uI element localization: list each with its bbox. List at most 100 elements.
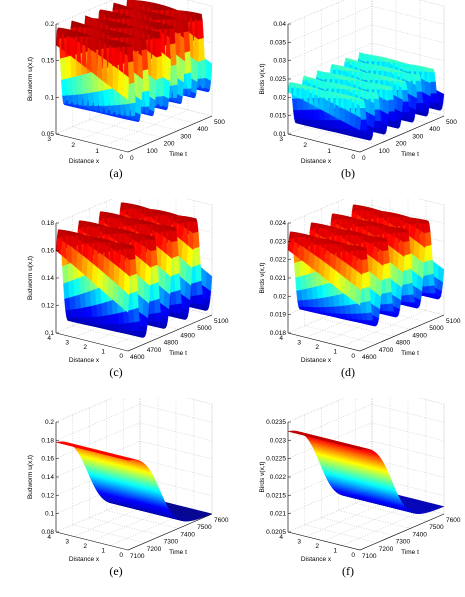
t-tick-label: 4600 xyxy=(362,354,377,361)
chart-panel: 0.2 0.18 0.16 0.14 0.12 0.1 0.08 7100 7200 7300 74… xyxy=(0,398,232,597)
surface-patch xyxy=(205,271,213,292)
surface-plot: 0.0240.0230.0220.0210.020.0190.018460047… xyxy=(259,199,461,364)
surface-patch xyxy=(143,90,151,108)
surface-patch xyxy=(401,90,409,102)
surface-patch xyxy=(400,81,408,91)
surface-patch xyxy=(192,58,199,83)
z-gridline xyxy=(55,440,213,478)
t-tick-label: 5000 xyxy=(429,325,444,332)
z-gridline xyxy=(55,199,213,224)
surface-patch xyxy=(149,239,157,252)
t-tick-label: 4600 xyxy=(130,354,145,361)
surface-patch xyxy=(140,38,148,51)
t-axis-label: Time t xyxy=(401,151,419,158)
x-gridline xyxy=(55,0,141,135)
x-gridline xyxy=(305,199,391,338)
x-axis-label: Distance x xyxy=(301,158,332,165)
z-gridline xyxy=(55,422,213,459)
surface-patch xyxy=(155,38,162,58)
surface-patch xyxy=(174,273,181,292)
x-tick-label: 1 xyxy=(101,349,105,356)
surface-patch xyxy=(359,108,367,120)
t-tick-label: 200 xyxy=(164,141,175,148)
t-tick-label: 300 xyxy=(412,133,423,140)
floor-axis-line xyxy=(55,314,213,352)
z-tick-label: 0.18 xyxy=(41,220,54,227)
x-tick-label: 3 xyxy=(297,340,301,347)
t-tick-label: 4900 xyxy=(412,332,427,339)
surface-plot: 0.20.150.10.0501002003004005003210Budwor… xyxy=(27,0,225,165)
surface-patch xyxy=(183,31,191,53)
surface-patch xyxy=(130,258,137,277)
surface-patch xyxy=(157,77,164,97)
surface-patch xyxy=(383,250,390,265)
t-gridline xyxy=(371,0,445,117)
surface-patch xyxy=(405,253,412,271)
x-tick-label: 0 xyxy=(119,154,123,161)
z-tick-label: 0.018 xyxy=(270,330,287,337)
surface-patch xyxy=(128,248,136,261)
t-tick-label: 500 xyxy=(446,119,457,126)
surface-patch xyxy=(415,80,423,93)
surface-patch xyxy=(129,82,136,104)
surface-patch xyxy=(426,244,433,262)
surface-patch xyxy=(168,28,176,45)
surface-plot: 0.040.0350.030.0250.020.0150.01010020030… xyxy=(259,0,457,165)
surface-patch xyxy=(417,103,425,112)
surface xyxy=(55,202,213,338)
surface-patch xyxy=(389,111,396,122)
surface xyxy=(287,52,445,141)
z-tick-label: 0.019 xyxy=(270,312,287,319)
z-tick-label: 0.1 xyxy=(45,330,54,337)
surface-patch xyxy=(407,282,414,296)
x-tick-label: 2 xyxy=(83,344,87,351)
surface-patch xyxy=(197,20,204,40)
surface-patch xyxy=(437,91,445,104)
z-gridline xyxy=(287,24,445,61)
z-tick-label: 0.16 xyxy=(41,248,54,255)
surface-patch xyxy=(428,273,435,287)
t-gridline xyxy=(89,407,162,536)
surface-patch xyxy=(385,277,392,294)
z-gridline xyxy=(55,404,213,441)
surface-patch xyxy=(176,303,183,314)
x-gridline xyxy=(73,398,159,537)
floor-axis-line xyxy=(55,115,213,153)
chart-panel: 0.024 0.023 0.022 0.021 0.02 0.019 0.018 4600 47… xyxy=(232,199,464,398)
z-tick-label: 0.023 xyxy=(270,238,287,245)
surface-patch xyxy=(429,71,436,83)
t-tick-label: 5100 xyxy=(214,318,229,325)
chart-panel: 0.04 0.035 0.03 0.025 0.02 0.015 0.01 0 100 200 30… xyxy=(232,0,464,199)
z-tick-label: 0.01 xyxy=(273,131,286,138)
surface-patch xyxy=(154,30,161,40)
t-tick-label: 4700 xyxy=(147,347,162,354)
chart-panel: 0.18 0.16 0.14 0.12 0.1 4600 4700 4800 4900 5000 5… xyxy=(0,199,232,398)
surface-patch xyxy=(171,64,178,86)
surface-patch xyxy=(387,89,394,101)
surface-patch xyxy=(404,241,411,256)
surface-patch xyxy=(133,307,140,323)
z-axis-label: Budworm u(x,t) xyxy=(27,57,34,101)
z-tick-label: 0.022 xyxy=(270,257,287,264)
z-gridline xyxy=(287,0,445,25)
t-tick-label: 500 xyxy=(214,119,225,126)
surface-patch xyxy=(373,98,381,111)
t-axis-label: Time t xyxy=(169,350,187,357)
surface-patch xyxy=(428,67,435,73)
x-gridline xyxy=(109,399,195,546)
surface-patch xyxy=(132,291,139,310)
surface-patch xyxy=(199,59,206,79)
floor-axis-line xyxy=(287,115,445,153)
surface xyxy=(287,204,445,327)
z-tick-label: 0.05 xyxy=(41,131,54,138)
z-axis-label: Birds v(x,t) xyxy=(259,63,266,94)
z-gridline xyxy=(55,0,213,25)
x-axis-label: Distance x xyxy=(69,158,100,165)
surface-patch xyxy=(408,294,415,303)
t-tick-label: 200 xyxy=(396,141,407,148)
surface-patch xyxy=(195,264,202,283)
floor-axis-line xyxy=(287,314,445,352)
t-axis-label: Time t xyxy=(169,151,187,158)
x-tick-label: 0 xyxy=(351,353,355,360)
x-gridline xyxy=(287,199,373,334)
